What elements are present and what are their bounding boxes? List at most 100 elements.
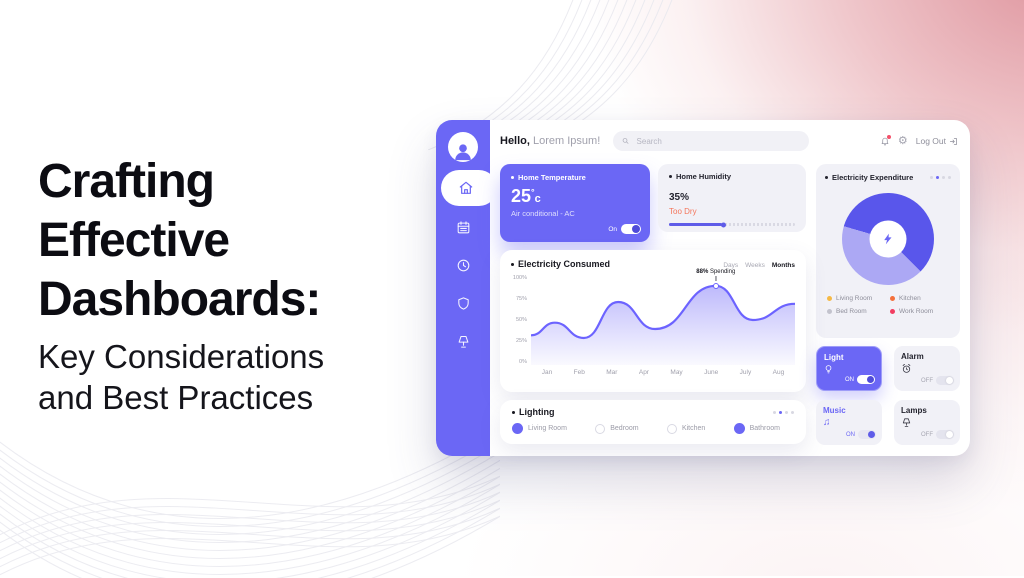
sidebar [436, 120, 497, 456]
bullet-dot [669, 174, 672, 178]
page-dot[interactable] [942, 176, 945, 179]
lamps-toggle-row: OFF [921, 430, 954, 439]
lighting-option-living-room[interactable]: Living Room [512, 423, 567, 434]
consumed-chart-body: 100% 75% 50% 25% 0% [511, 269, 795, 365]
light-card-title: Light [824, 353, 844, 362]
alarm-toggle[interactable] [936, 376, 954, 385]
search-input[interactable] [634, 135, 801, 147]
radio-kitchen[interactable] [666, 423, 677, 434]
expenditure-legend: Living Room Kitchen Bed Room Work Room [825, 295, 951, 315]
notification-badge [886, 135, 891, 139]
greeting-name: Lorem Ipsum! [533, 135, 601, 147]
chart-line [531, 286, 795, 338]
x-tick: Feb [573, 369, 585, 376]
alarm-clock-icon [902, 363, 911, 373]
toggle-knob [946, 431, 953, 438]
page-dot[interactable] [773, 410, 776, 414]
lamps-toggle[interactable] [936, 430, 954, 439]
lamp-icon [458, 335, 468, 348]
music-card-title: Music [823, 406, 846, 415]
hero-subtitle-line-1: Key Considerations [38, 338, 325, 375]
expenditure-donut-chart [842, 193, 934, 285]
sidebar-item-shield[interactable] [436, 296, 490, 311]
page-dot[interactable] [930, 176, 933, 179]
bullet-dot [511, 175, 514, 179]
sidebar-item-calendar[interactable] [436, 220, 490, 235]
page-dot-active[interactable] [779, 410, 782, 414]
humidity-status: Too Dry [669, 207, 697, 216]
logout-label: Log Out [915, 136, 946, 146]
lamps-toggle-label: OFF [921, 431, 933, 438]
electricity-consumed-card: Electricity Consumed Days Weeks Months 1… [500, 250, 806, 392]
temperature-value: 25°c [511, 186, 541, 206]
hero-title-line-2: Effective [38, 214, 230, 267]
tab-months[interactable]: Months [771, 262, 795, 269]
legend-dot [890, 309, 895, 314]
home-temperature-card: Home Temperature 25°c Air conditional - … [500, 164, 650, 242]
clock-icon [457, 259, 469, 272]
humidity-slider[interactable] [669, 222, 795, 227]
toggle-knob [867, 376, 874, 383]
y-tick: 75% [515, 296, 527, 302]
lighting-option-bathroom[interactable]: Bathroom [733, 423, 780, 434]
search-bar[interactable] [613, 131, 810, 151]
x-axis-labels: Jan Feb Mar Apr May June July Aug [531, 369, 795, 376]
legend-item: Bed Room [827, 308, 886, 315]
notifications-button[interactable] [880, 135, 891, 146]
radio-bathroom[interactable] [733, 423, 745, 434]
light-card-icon-row [824, 364, 874, 375]
page-dot[interactable] [948, 176, 951, 179]
legend-item: Living Room [827, 295, 886, 302]
x-tick: Mar [606, 369, 618, 376]
alarm-toggle-row: OFF [921, 376, 954, 385]
settings-button[interactable]: ⚙ [897, 134, 908, 147]
logout-button[interactable]: Log Out [916, 136, 958, 146]
light-card: Light ON [816, 346, 882, 391]
page-dot-active[interactable] [936, 176, 939, 179]
annotation-pointer-line [715, 275, 717, 281]
bullet-dot [511, 262, 514, 266]
lighting-card-title: Lighting [512, 407, 555, 417]
lighting-option-kitchen[interactable]: Kitchen [666, 423, 705, 434]
tab-weeks[interactable]: Weeks [745, 262, 765, 269]
bell-icon [881, 137, 889, 146]
humidity-card-title: Home Humidity [669, 172, 795, 181]
x-tick: Apr [638, 369, 649, 376]
peak-marker[interactable] [712, 282, 719, 289]
temperature-toggle[interactable] [621, 224, 641, 234]
light-toggle-row: ON [845, 375, 875, 384]
toggle-knob [868, 431, 875, 438]
page-dot[interactable] [791, 410, 794, 414]
light-toggle[interactable] [857, 375, 875, 384]
light-toggle-label: ON [845, 376, 854, 383]
wave-pattern-bottom-left [0, 415, 500, 578]
lighting-option-bedroom[interactable]: Bedroom [595, 423, 639, 434]
toggle-knob [946, 377, 953, 384]
slider-knob[interactable] [720, 222, 726, 227]
electricity-expenditure-card: Electricity Expenditure Living Room Kitc… [816, 164, 960, 338]
avatar[interactable] [448, 132, 478, 162]
alarm-toggle-label: OFF [921, 377, 933, 384]
page-dot[interactable] [785, 410, 788, 414]
sidebar-item-clock[interactable] [436, 258, 490, 273]
music-card-icon-row: ♫ [823, 417, 875, 428]
radio-living-room[interactable] [512, 423, 523, 434]
sidebar-item-home[interactable] [441, 170, 497, 206]
music-toggle[interactable] [858, 430, 876, 439]
logout-icon [949, 137, 957, 145]
lighting-options: Living Room Bedroom Kitchen Bathroom [512, 423, 794, 434]
slider-fill [669, 223, 722, 226]
lighting-card: Lighting Living Room Bedroom Kitchen Bat… [500, 400, 806, 444]
legend-dot [890, 296, 895, 301]
annotation-value: 88% [696, 268, 709, 275]
temperature-subtitle: Air conditional - AC [511, 209, 575, 218]
consumed-chart-plot: 88% Spending [531, 269, 795, 365]
search-icon [622, 138, 629, 144]
radio-bedroom[interactable] [595, 423, 606, 434]
sidebar-item-lamp[interactable] [436, 334, 490, 349]
lightning-bolt-icon [884, 233, 892, 245]
expenditure-card-head: Electricity Expenditure [825, 173, 951, 182]
legend-dot [827, 296, 832, 301]
tab-days[interactable]: Days [723, 262, 739, 269]
bullet-dot [512, 410, 515, 414]
